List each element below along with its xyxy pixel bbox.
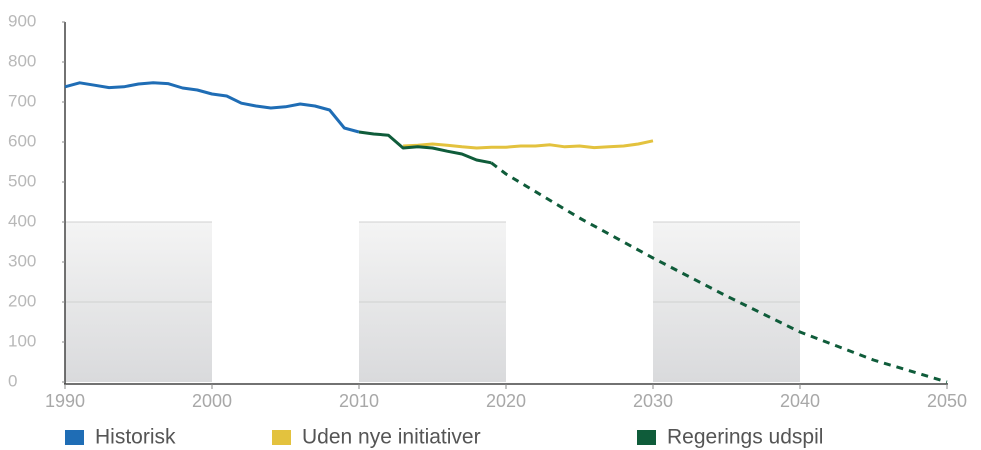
y-tick-label: 600 bbox=[8, 131, 36, 150]
y-tick-label: 300 bbox=[8, 251, 36, 270]
legend-swatch bbox=[65, 430, 84, 445]
x-tick-label: 2020 bbox=[486, 391, 526, 411]
y-tick-label: 800 bbox=[8, 51, 36, 70]
x-tick-label: 2000 bbox=[192, 391, 232, 411]
legend-label: Historisk bbox=[95, 426, 176, 449]
y-tick-label: 400 bbox=[8, 211, 36, 230]
line bbox=[403, 139, 654, 150]
x-tick-label: 2010 bbox=[339, 391, 379, 411]
y-tick-label: 700 bbox=[8, 91, 36, 110]
legend-swatch bbox=[272, 430, 291, 445]
line bbox=[358, 130, 492, 165]
legend-label: Regerings udspil bbox=[667, 426, 823, 449]
legend-swatch bbox=[637, 430, 656, 445]
x-tick-label: 1990 bbox=[45, 391, 85, 411]
y-tick-label: 200 bbox=[8, 291, 36, 310]
background-bands bbox=[65, 221, 800, 382]
x-tick-label: 2050 bbox=[927, 391, 967, 411]
legend-label: Uden nye initiativer bbox=[302, 426, 481, 449]
x-tick-label: 2030 bbox=[633, 391, 673, 411]
line-dashed bbox=[490, 161, 948, 384]
y-tick-label: 900 bbox=[8, 11, 36, 30]
x-tick-label: 2040 bbox=[780, 391, 820, 411]
y-tick-label: 500 bbox=[8, 171, 36, 190]
y-tick-label: 0 bbox=[8, 371, 17, 390]
y-tick-label: 100 bbox=[8, 331, 36, 350]
line bbox=[64, 81, 360, 134]
